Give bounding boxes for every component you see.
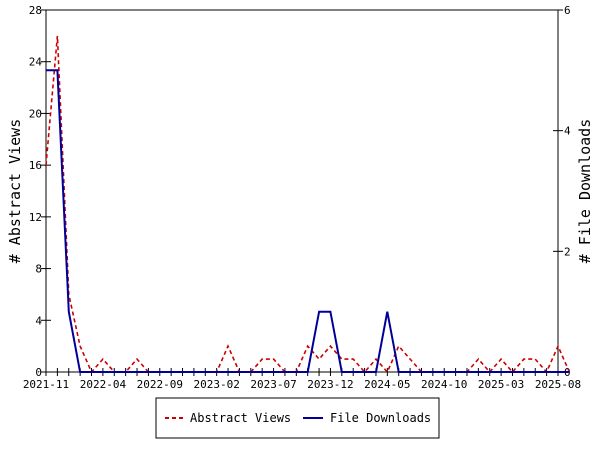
x-tick-label: 2024-05: [364, 378, 410, 391]
y2-tick-label: 2: [564, 245, 571, 258]
legend-box: [155, 397, 440, 439]
bottom-axis-ticks: 2021-11 2022-04 2022-09 2023-02 2023-07 2023-…: [23, 368, 581, 391]
series-layer: [45, 35, 571, 374]
y2-tick-label: 4: [564, 125, 571, 138]
y-tick-label: 24: [29, 56, 43, 69]
x-tick-label: 2024-10: [421, 378, 467, 391]
x-tick-label: 2023-02: [193, 378, 239, 391]
series-line-abstract-views: [45, 35, 571, 374]
plot-frame: [45, 9, 559, 373]
x-tick-label: 2023-07: [250, 378, 296, 391]
series-line-file-downloads: [46, 69, 570, 373]
y-tick-label: 0: [35, 366, 42, 379]
y-tick-label: 12: [29, 211, 42, 224]
x-tick-label: 2025-08: [535, 378, 581, 391]
y-tick-label: 16: [29, 159, 42, 172]
left-axis-ticks: 0 4 8 12 16 20 24 28: [29, 4, 51, 379]
legend-label-abstract-views: Abstract Views: [190, 411, 291, 425]
legend: Abstract Views File Downloads: [155, 397, 440, 439]
y-tick-label: 20: [29, 107, 42, 120]
y-tick-label: 28: [29, 4, 42, 17]
y2-axis-title: # File Downloads: [576, 119, 594, 264]
y-tick-label: 4: [35, 314, 42, 327]
x-tick-label: 2022-04: [80, 378, 127, 391]
x-tick-label: 2025-03: [478, 378, 524, 391]
y2-tick-label: 6: [564, 4, 571, 17]
y-axis-title: # Abstract Views: [6, 119, 24, 264]
y-tick-label: 8: [35, 263, 42, 276]
legend-label-file-downloads: File Downloads: [330, 411, 431, 425]
x-tick-label: 2022-09: [137, 378, 183, 391]
x-tick-label: 2023-12: [307, 378, 353, 391]
x-tick-label: 2021-11: [23, 378, 69, 391]
